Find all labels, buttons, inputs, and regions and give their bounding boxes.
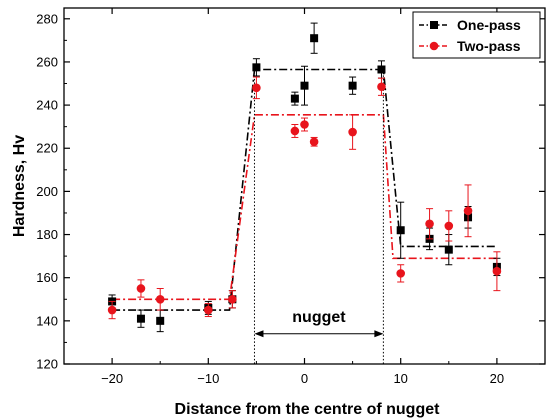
marker-square [310, 34, 319, 43]
marker-square [348, 81, 357, 90]
point-s2-11 [377, 77, 386, 96]
point-s1-8 [300, 65, 309, 106]
y-tick-label: 160 [36, 270, 58, 285]
x-tick-label: 20 [490, 371, 504, 386]
y-tick-label: 180 [36, 227, 58, 242]
point-s2-5 [228, 290, 237, 309]
legend-entry-2: Two-pass [419, 38, 521, 54]
marker-square [156, 316, 165, 325]
point-s1-9 [310, 22, 319, 54]
marker-square [290, 94, 299, 103]
annotation-1: nugget [292, 309, 346, 326]
y-tick-label: 140 [36, 313, 58, 328]
y-tick-label: 220 [36, 141, 58, 156]
legend-label: One-pass [457, 17, 521, 33]
fit-line-2 [112, 114, 497, 301]
x-tick-label: 10 [393, 371, 407, 386]
x-tick-label: −20 [101, 371, 123, 386]
point-s2-15 [463, 184, 473, 238]
point-s2-16 [492, 251, 502, 292]
marker-circle [348, 127, 357, 137]
legend-marker [430, 21, 438, 29]
y-axis-label: Hardness, Hv [11, 135, 28, 237]
marker-square [300, 81, 309, 90]
legend-entry-1: One-pass [419, 17, 521, 33]
marker-circle [252, 83, 261, 93]
marker-square [396, 226, 405, 235]
point-s1-11 [377, 60, 386, 79]
marker-square [136, 314, 145, 323]
x-tick-label: −10 [197, 371, 219, 386]
marker-square [252, 63, 261, 72]
point-s2-9 [309, 136, 319, 147]
point-s2-3 [155, 287, 165, 311]
marker-circle [492, 266, 502, 276]
marker-circle [228, 294, 237, 304]
nugget-arrowhead-right [374, 330, 384, 338]
point-s2-14 [444, 210, 454, 242]
point-s2-6 [252, 76, 261, 100]
y-tick-label: 120 [36, 357, 58, 372]
x-tick-label: 0 [301, 371, 308, 386]
y-tick-label: 240 [36, 98, 58, 113]
y-tick-label: 200 [36, 184, 58, 199]
point-s2-8 [300, 117, 309, 132]
point-s2-2 [136, 279, 146, 298]
point-s2-12 [396, 264, 406, 283]
nugget-marker: nugget [253, 68, 384, 364]
marker-circle [155, 294, 165, 304]
y-tick-label: 280 [36, 11, 58, 26]
point-s1-6 [252, 58, 261, 77]
marker-circle [463, 206, 473, 216]
marker-circle [396, 269, 406, 278]
marker-circle [136, 284, 146, 293]
legend-marker [429, 41, 439, 51]
marker-square [444, 245, 453, 254]
point-s2-7 [290, 124, 300, 138]
point-s2-4 [204, 303, 213, 318]
point-s1-7 [290, 91, 299, 106]
marker-circle [300, 120, 309, 129]
axes: −20 −10 0 10 20 120 140 160 180 200 220 240 260 280 [36, 7, 546, 386]
point-s1-10 [348, 76, 357, 95]
x-axis-label: Distance from the centre of nugget [175, 401, 441, 418]
point-s2-10 [348, 114, 357, 150]
marker-circle [204, 305, 213, 315]
point-s1-12 [396, 201, 405, 259]
point-s2-13 [425, 208, 434, 240]
nugget-arrowhead-left [254, 330, 264, 338]
marker-circle [377, 82, 386, 92]
point-s1-3 [156, 309, 165, 333]
marker-circle [309, 137, 319, 147]
y-tick-label: 260 [36, 54, 58, 69]
legend-label: Two-pass [457, 38, 521, 54]
legend-box [412, 11, 541, 59]
point-s2-1 [107, 300, 117, 320]
marker-circle [290, 126, 300, 136]
marker-circle [444, 221, 454, 231]
marker-square [377, 65, 386, 74]
point-s1-2 [136, 309, 145, 328]
data-points [107, 22, 502, 333]
marker-circle [107, 305, 117, 315]
marker-circle [425, 219, 434, 229]
legend: One-pass Two-pass [412, 11, 541, 59]
